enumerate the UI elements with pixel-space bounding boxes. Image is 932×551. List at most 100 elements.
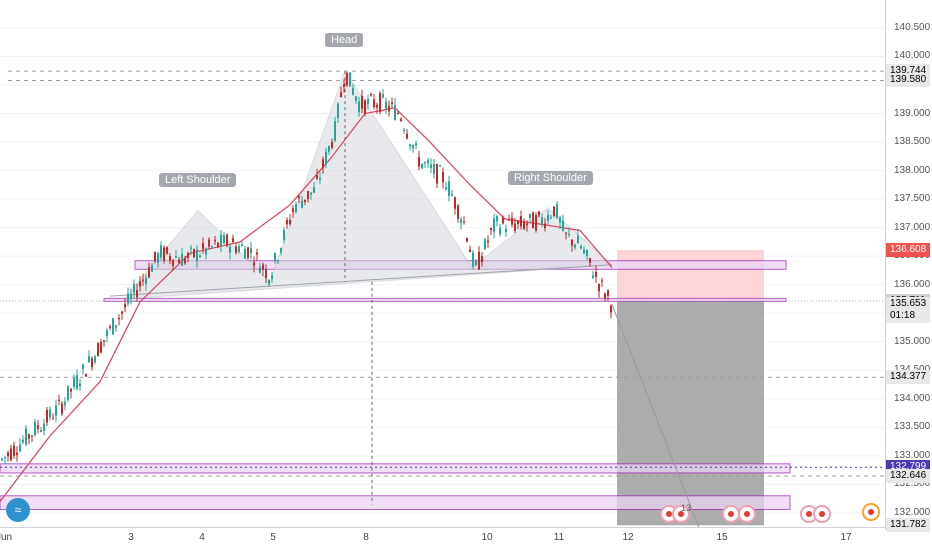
candle (1, 458, 3, 460)
candle (460, 219, 462, 224)
event-marker-icon[interactable] (738, 505, 756, 523)
candle (211, 246, 213, 248)
candle (337, 103, 339, 118)
candle (205, 248, 207, 255)
candle (115, 325, 117, 328)
candle (46, 409, 48, 423)
candle (421, 163, 423, 169)
candle (31, 435, 33, 437)
candle (586, 249, 588, 256)
candle (79, 383, 81, 387)
candle (238, 246, 240, 252)
left-shoulder-callout: Left Shoulder (159, 173, 237, 187)
candle (526, 223, 528, 225)
price-tick: 134.000 (894, 392, 931, 404)
price-tick: 133.500 (894, 421, 931, 433)
candle (610, 305, 612, 313)
candle (208, 239, 210, 247)
event-marker-icon[interactable] (862, 503, 880, 521)
time-tick: 15 (716, 532, 728, 543)
candle (253, 262, 255, 266)
price-tick: 133.000 (894, 449, 931, 461)
candle (199, 255, 201, 258)
candle (577, 235, 579, 244)
candle (529, 213, 531, 218)
candle (418, 156, 420, 167)
candle (202, 242, 204, 249)
candle (403, 129, 405, 131)
projected-path (611, 304, 700, 527)
candle (538, 211, 540, 216)
candle (142, 279, 144, 281)
candle (112, 318, 114, 335)
event-marker-icon[interactable] (672, 505, 690, 523)
candle (580, 245, 582, 249)
candle (49, 409, 51, 418)
candle (67, 385, 69, 400)
candle (286, 219, 288, 225)
candle (73, 378, 75, 387)
candle (532, 212, 534, 229)
right-shoulder-callout: Right Shoulder (508, 171, 593, 185)
candle (448, 181, 450, 196)
time-tick: 12 (622, 532, 634, 543)
candle (292, 208, 294, 212)
candle (193, 249, 195, 257)
price-tick: 138.500 (894, 136, 931, 148)
candle (397, 113, 399, 115)
candle (595, 271, 597, 277)
candle (76, 375, 78, 389)
candle (91, 358, 93, 368)
candle (361, 95, 363, 109)
candle (289, 219, 291, 225)
uk-flag-event-icon[interactable] (813, 505, 831, 523)
price-axis[interactable] (885, 0, 932, 530)
level-label-139580: 139.580 (886, 73, 930, 88)
candle (451, 194, 453, 196)
candle (100, 341, 102, 353)
candle (475, 260, 477, 265)
price-chart[interactable] (0, 0, 885, 527)
candle (82, 364, 84, 369)
candle (601, 280, 603, 282)
candle (598, 284, 600, 292)
candle (322, 159, 324, 169)
candle (136, 290, 138, 298)
time-tick: 5 (270, 532, 276, 543)
candle (256, 252, 258, 255)
candle (244, 249, 246, 259)
candle (424, 162, 426, 164)
candle (154, 251, 156, 261)
candle (502, 217, 504, 224)
candle (109, 326, 111, 328)
time-tick: 11 (553, 532, 565, 543)
candle (433, 164, 435, 174)
candle (166, 247, 168, 254)
candle (325, 151, 327, 165)
candle (25, 428, 27, 445)
candle (370, 94, 372, 96)
head-callout: Head (325, 33, 364, 47)
candle (55, 405, 57, 416)
candle (121, 311, 123, 314)
price-tick: 137.000 (894, 221, 931, 233)
candle (4, 456, 6, 459)
candle (394, 104, 396, 120)
time-tick: Jun (0, 532, 13, 543)
candle (319, 177, 321, 180)
candle (40, 430, 42, 432)
price-tick: 139.000 (894, 107, 931, 119)
candle (355, 96, 357, 101)
candle (271, 275, 273, 280)
candle (541, 217, 543, 224)
candle (439, 166, 441, 168)
candle (415, 143, 417, 146)
time-axis[interactable] (0, 527, 885, 551)
candle (103, 340, 105, 342)
tradingview-logo-icon[interactable]: ≈ (6, 498, 30, 522)
candle (496, 216, 498, 222)
lower-zone (0, 495, 791, 510)
stop-label: 136.608 (886, 243, 930, 257)
candle (499, 227, 501, 235)
price-tick: 134.500 (894, 364, 930, 375)
